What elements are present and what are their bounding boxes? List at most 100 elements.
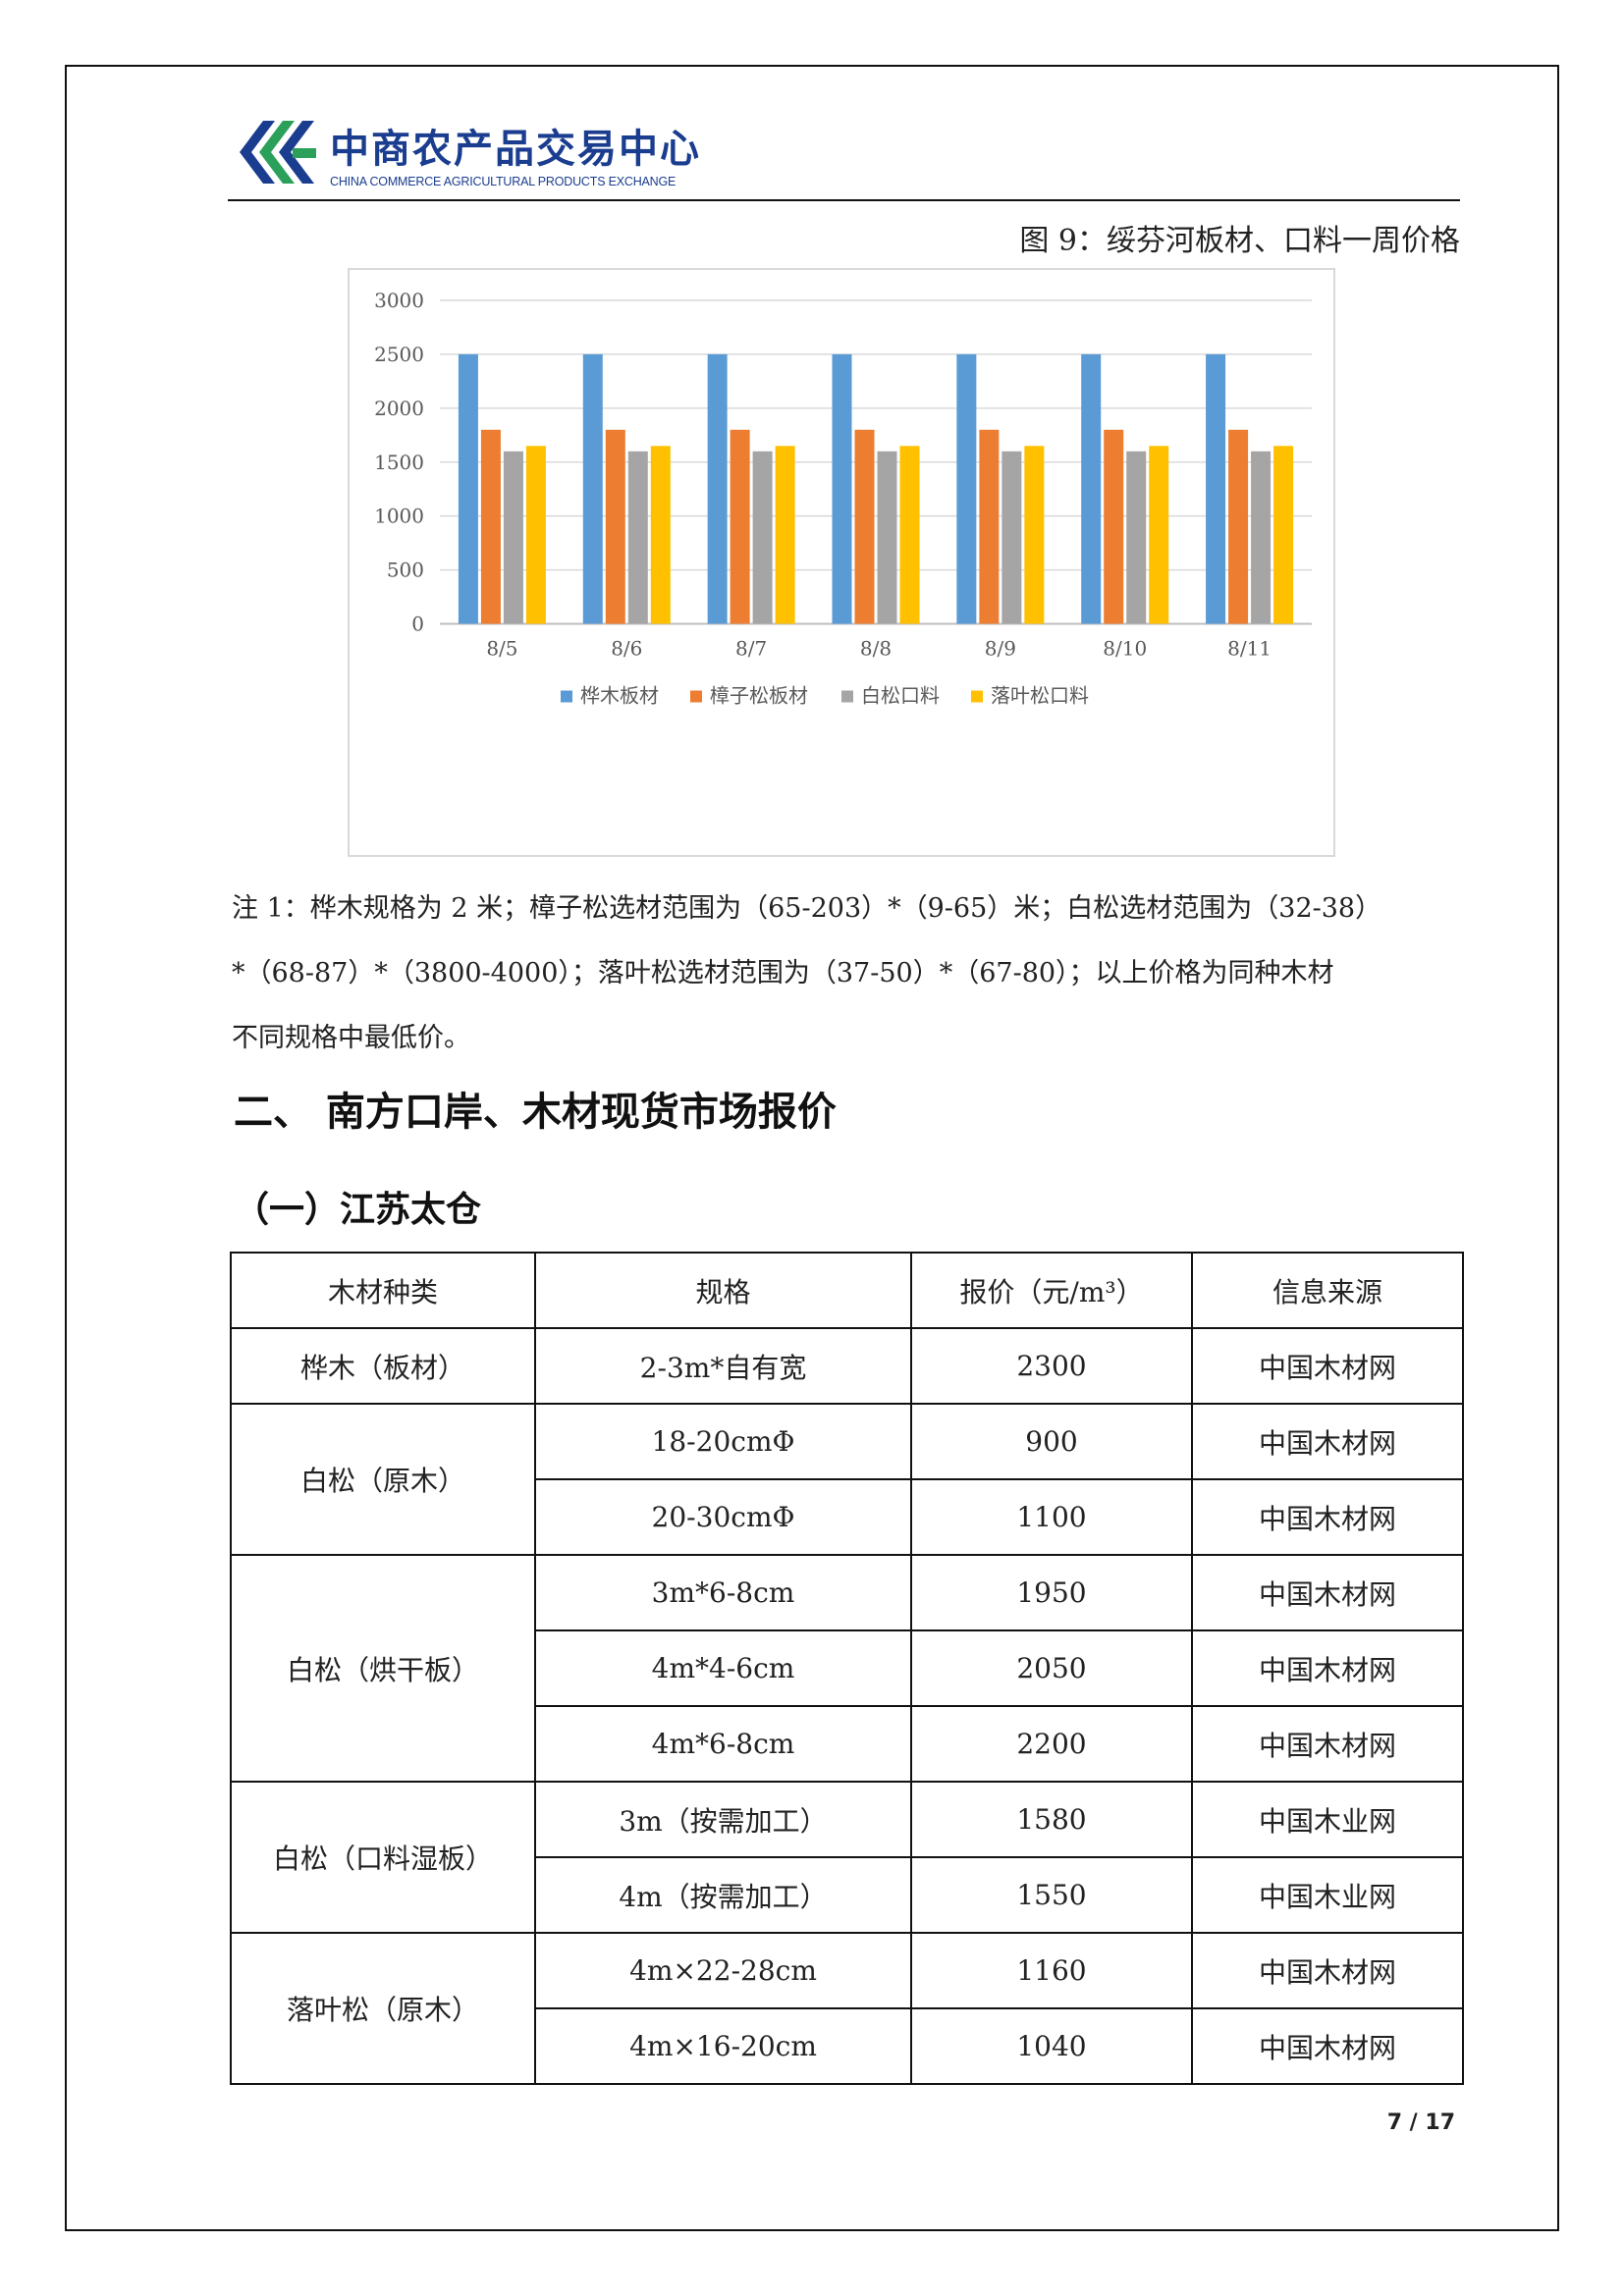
chart-canvas: 0 500 1000 1500 2000 2500 3000 8/5 8/6 8/7 8/8 8/9 8… xyxy=(374,289,1312,708)
source-cell: 中国木材网 xyxy=(1191,1327,1464,1405)
bar xyxy=(1081,353,1102,624)
bar xyxy=(525,446,546,624)
x-tick-label: 8/5 xyxy=(486,637,517,661)
legend-label: 樟子松板材 xyxy=(710,684,808,708)
header-cell: 规格 xyxy=(534,1252,912,1329)
price-cell: 1040 xyxy=(910,2007,1193,2085)
note-line-3: 不同规格中最低价。 xyxy=(232,1023,470,1053)
bar xyxy=(752,451,773,624)
legend-swatch xyxy=(561,690,572,703)
legend-swatch xyxy=(971,690,983,703)
source-cell: 中国木材网 xyxy=(1191,1629,1464,1707)
source-cell: 中国木材网 xyxy=(1191,1932,1464,2009)
bar xyxy=(650,446,671,624)
bar xyxy=(979,429,1000,624)
spec-cell: 2-3m*自有宽 xyxy=(534,1327,912,1405)
price-cell: 1160 xyxy=(910,1932,1193,2009)
y-tick-label: 1500 xyxy=(374,451,424,474)
bar-chart: 0 500 1000 1500 2000 2500 3000 8/5 8/6 8/7 8/8 8/9 8… xyxy=(348,268,1335,857)
page-frame xyxy=(65,65,1559,2231)
bar xyxy=(854,429,875,624)
price-cell: 1100 xyxy=(910,1478,1193,1556)
bar xyxy=(899,446,920,624)
wood-type-cell: 落叶松（原木） xyxy=(230,1932,536,2085)
x-tick-label: 8/11 xyxy=(1227,637,1272,661)
table-row: 4m（按需加工） 1550 中国木业网 xyxy=(231,1856,1464,1934)
source-cell: 中国木材网 xyxy=(1191,1478,1464,1556)
bar xyxy=(877,451,897,624)
price-cell: 2200 xyxy=(910,1705,1193,1783)
note-line-2: *（68-87）*（3800-4000）；落叶松选材范围为（37-50）*（67… xyxy=(232,958,1334,988)
source-cell: 中国木材网 xyxy=(1191,1403,1464,1480)
chart-note: 注 1：桦木规格为 2 米；樟子松选材范围为（65-203）*（9-65）米；白… xyxy=(232,877,1465,1071)
header-cell: 木材种类 xyxy=(230,1252,536,1329)
source-cell: 中国木业网 xyxy=(1191,1781,1464,1858)
price-cell: 1950 xyxy=(910,1554,1193,1631)
price-cell: 1580 xyxy=(910,1781,1193,1858)
spec-cell: 20-30cmΦ xyxy=(534,1478,912,1556)
x-tick-label: 8/7 xyxy=(735,637,767,661)
price-cell: 1550 xyxy=(910,1856,1193,1934)
table-row: 白松（原木） 18-20cmΦ 900 中国木材网 xyxy=(230,1403,1464,1556)
section-title: 二、 南方口岸、木材现货市场报价 xyxy=(234,1090,837,1135)
price-cell: 2050 xyxy=(910,1629,1193,1707)
price-table: 木材种类 规格 报价（元/m³） 信息来源 桦木（板材） 2-3m*自有宽 23… xyxy=(230,1252,1464,2085)
bar xyxy=(480,429,501,624)
y-tick-label: 500 xyxy=(387,559,424,582)
table-row: 4m*4-6cm 2050 中国木材网 xyxy=(231,1629,1464,1707)
subsection-title: （一）江苏太仓 xyxy=(234,1190,482,1230)
spec-cell: 4m（按需加工） xyxy=(534,1856,912,1934)
bar xyxy=(582,353,603,624)
logo-english-name: CHINA COMMERCE AGRICULTURAL PRODUCTS EXC… xyxy=(330,175,677,188)
table-row: 桦木（板材） 2-3m*自有宽 2300 中国木材网 xyxy=(230,1327,1464,1405)
spec-cell: 18-20cmΦ xyxy=(534,1403,912,1480)
spec-cell: 3m*6-8cm xyxy=(534,1554,912,1631)
page-number: 7 / 17 xyxy=(1386,2110,1455,2135)
header-cell: 信息来源 xyxy=(1191,1252,1464,1329)
table-header-row: 木材种类 规格 报价（元/m³） 信息来源 xyxy=(230,1252,1464,1329)
spec-cell: 3m（按需加工） xyxy=(534,1781,912,1858)
bar xyxy=(832,353,852,624)
source-cell: 中国木材网 xyxy=(1191,1705,1464,1783)
legend-swatch xyxy=(690,690,702,703)
legend-label: 桦木板材 xyxy=(580,684,659,708)
header-divider xyxy=(228,199,1460,201)
logo-chinese-name: 中商农产品交易中心 xyxy=(330,127,701,172)
bar xyxy=(458,353,478,624)
price-cell: 900 xyxy=(910,1403,1193,1480)
bar xyxy=(1228,429,1249,624)
table-row: 落叶松（原木） 4m×22-28cm 1160 中国木材网 xyxy=(230,1932,1464,2085)
x-tick-label: 8/10 xyxy=(1103,637,1147,661)
note-line-1: 注 1：桦木规格为 2 米；樟子松选材范围为（65-203）*（9-65）米；白… xyxy=(232,893,1382,924)
figure-title: 图 9：绥芬河板材、口料一周价格 xyxy=(1019,224,1460,258)
spec-cell: 4m*4-6cm xyxy=(534,1629,912,1707)
source-cell: 中国木业网 xyxy=(1191,1856,1464,1934)
table-row: 白松（口料湿板） 3m（按需加工） 1580 中国木业网 xyxy=(230,1781,1464,1934)
wood-type-cell: 桦木（板材） xyxy=(230,1327,536,1405)
bar xyxy=(1104,429,1124,624)
wood-type-cell: 白松（烘干板） xyxy=(230,1554,536,1783)
x-tick-label: 8/8 xyxy=(860,637,892,661)
bar xyxy=(1273,446,1294,624)
bar xyxy=(775,446,795,624)
bar xyxy=(605,429,625,624)
y-tick-label: 2000 xyxy=(374,397,424,420)
x-tick-label: 8/9 xyxy=(985,637,1016,661)
table-row: 4m*6-8cm 2200 中国木材网 xyxy=(231,1705,1464,1783)
bar xyxy=(1126,451,1147,624)
bar xyxy=(730,429,750,624)
source-cell: 中国木材网 xyxy=(1191,1554,1464,1631)
company-logo: 中商农产品交易中心 CHINA COMMERCE AGRICULTURAL PR… xyxy=(234,113,699,196)
legend-label: 落叶松口料 xyxy=(991,684,1089,708)
y-tick-label: 2500 xyxy=(374,343,424,366)
y-tick-label: 0 xyxy=(411,613,424,636)
legend-label: 白松口料 xyxy=(861,684,940,708)
bar xyxy=(1024,446,1045,624)
table-row: 白松（烘干板） 3m*6-8cm 1950 中国木材网 xyxy=(230,1554,1464,1783)
bar xyxy=(1001,451,1022,624)
source-cell: 中国木材网 xyxy=(1191,2007,1464,2085)
bar xyxy=(956,353,977,624)
bar xyxy=(627,451,648,624)
legend-swatch xyxy=(841,690,853,703)
y-tick-label: 3000 xyxy=(374,289,424,312)
